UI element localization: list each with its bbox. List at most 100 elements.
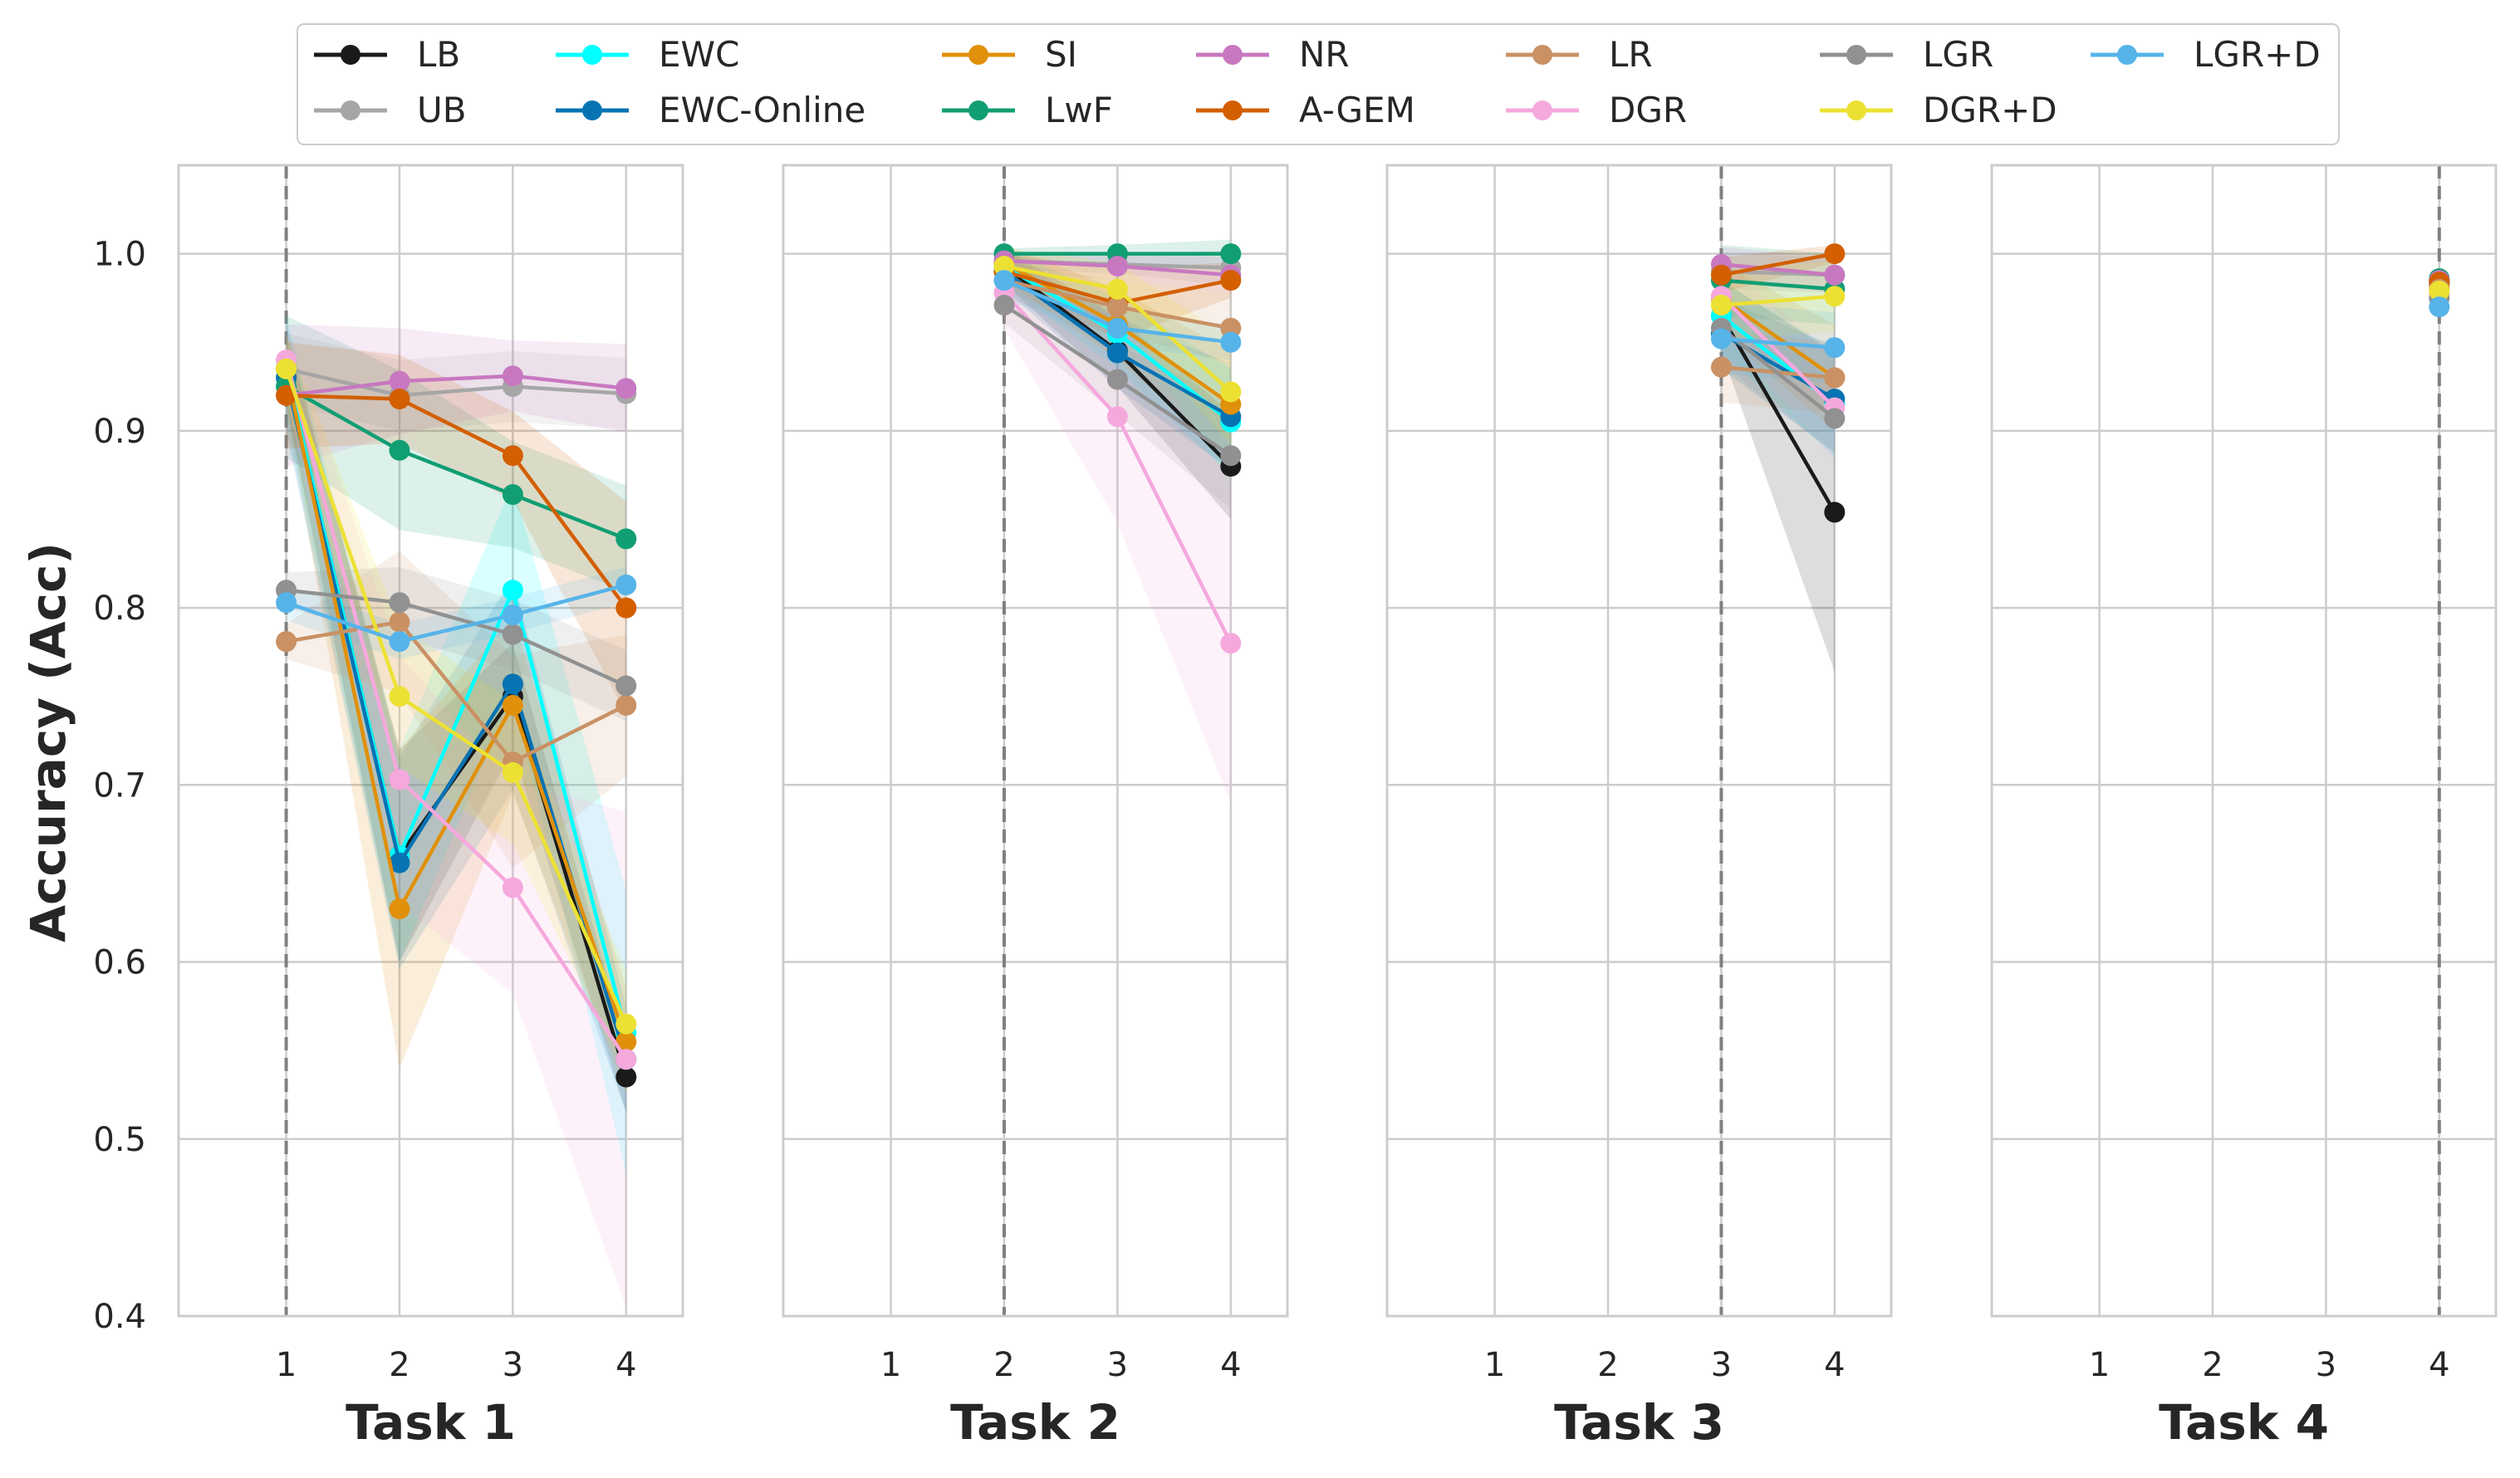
legend-item-lgr-d: LGR+D (2091, 34, 2321, 75)
series-line-dgr (1719, 295, 1836, 409)
point-dgr-d (1710, 295, 1732, 316)
legend-item-a-gem: A-GEM (1196, 90, 1415, 130)
band-nr (286, 324, 626, 467)
series-line-si (284, 368, 628, 1043)
point-dgr (502, 877, 523, 898)
point-lr (1824, 367, 1846, 389)
point-dgr-d (993, 256, 1015, 277)
point-lgr (993, 295, 1015, 316)
point-a-gem (615, 597, 637, 619)
point-lgr-d (389, 631, 410, 653)
point-nr (1824, 264, 1846, 286)
legend-marker-lb (341, 45, 360, 65)
point-lgr-d (615, 574, 637, 595)
y-tick-label: 0.7 (93, 766, 146, 805)
series-line-dgr-d (284, 368, 628, 1025)
series-lgr (993, 295, 1242, 467)
point-lgr (389, 592, 410, 614)
panel-frame (1990, 164, 2498, 1318)
x-tick-label: 1 (1484, 1346, 1505, 1384)
point-nr (389, 370, 410, 392)
y-tick-label: 0.9 (93, 413, 146, 451)
point-dgr (615, 1049, 637, 1070)
point-ewc (502, 580, 523, 601)
point-lgr-d (502, 604, 523, 626)
x-tick-label: 3 (1107, 1346, 1128, 1384)
legend-item-lr: LR (1506, 34, 1653, 75)
point-dgr-d (276, 358, 297, 379)
legend-item-dgr: DGR (1506, 90, 1687, 130)
series-line-lgr (1719, 326, 1836, 420)
point-a-gem (276, 384, 297, 406)
point-lgr-d (1106, 317, 1128, 339)
band-dgr (1004, 257, 1231, 803)
point-dgr-d (615, 1013, 637, 1035)
point-lgr (1824, 408, 1846, 429)
point-lgr-d (1710, 328, 1732, 350)
legend-item-lgr: LGR (1820, 34, 1993, 75)
panel-frame (177, 164, 684, 1318)
legend-label-lb: LB (417, 34, 460, 75)
x-axis-label-task-3: Task 3 (1554, 1394, 1724, 1451)
legend-item-nr: NR (1196, 34, 1350, 75)
point-dgr-d (502, 761, 523, 783)
point-lgr (1220, 445, 1242, 467)
point-lgr-d (2429, 296, 2450, 318)
y-tick-label: 0.8 (93, 590, 146, 628)
legend-item-ewc: EWC (556, 34, 739, 75)
point-si (389, 898, 410, 920)
x-tick-label: 1 (880, 1346, 901, 1384)
legend-marker-dgr-d (1846, 100, 1866, 120)
panels: 1 2 3 4 Task 1 0.4 0.5 0.6 0.7 0.8 0.9 1.0 1 2 3 4 Task … (93, 164, 2498, 1451)
legend-item-ub: UB (314, 90, 467, 130)
legend-marker-nr (1223, 45, 1243, 65)
point-dgr (1220, 633, 1242, 654)
point-lgr-d (993, 270, 1015, 291)
series-line-a-gem (1720, 252, 1836, 277)
series-lgr-d (2429, 296, 2450, 318)
point-nr (1106, 256, 1128, 277)
point-lwf (615, 528, 637, 550)
panel-frame (1385, 164, 1893, 1318)
legend-label-dgr-d: DGR+D (1923, 90, 2057, 130)
series-line-dgr-d (1721, 294, 1835, 307)
legend-item-ewc-online: EWC-Online (556, 90, 865, 130)
series-line-nr (1721, 262, 1836, 277)
panel-4: 1 2 3 4 Task 4 (1990, 164, 2498, 1451)
point-lgr (502, 624, 523, 645)
point-lgr (615, 675, 637, 697)
legend-label-nr: NR (1299, 34, 1350, 75)
point-dgr-d (389, 686, 410, 707)
x-axis-label-task-1: Task 1 (346, 1394, 516, 1451)
x-tick-label: 3 (1711, 1346, 1732, 1384)
x-tick-label: 2 (389, 1346, 409, 1384)
legend-label-a-gem: A-GEM (1299, 90, 1415, 130)
series-line-lgr-d (285, 583, 627, 644)
series-line-lr (286, 619, 627, 765)
y-tick-label: 0.6 (93, 944, 146, 982)
series-line-nr (286, 374, 627, 398)
legend-label-ub: UB (417, 90, 467, 130)
legend-marker-ewc (582, 45, 602, 65)
legend-marker-si (968, 45, 988, 65)
point-lgr-d (1824, 337, 1846, 359)
x-tick-label: 3 (503, 1346, 523, 1384)
point-lgr-d (276, 592, 297, 614)
x-tick-label: 4 (2429, 1346, 2449, 1384)
legend-label-ewc: EWC (659, 34, 739, 75)
point-dgr (389, 769, 410, 790)
series-line-ub (286, 367, 626, 398)
point-a-gem (1220, 270, 1242, 291)
series-line-lwf (285, 384, 627, 541)
x-tick-label: 1 (276, 1346, 297, 1384)
panel-frame (782, 164, 1289, 1318)
legend-marker-lwf (968, 100, 988, 120)
legend-marker-lgr (1846, 45, 1866, 65)
series-dgr-d (276, 358, 637, 1035)
point-si (615, 1031, 637, 1052)
series-a-gem (276, 384, 637, 619)
legend-item-lwf: LwF (942, 90, 1113, 130)
point-si (502, 694, 523, 716)
